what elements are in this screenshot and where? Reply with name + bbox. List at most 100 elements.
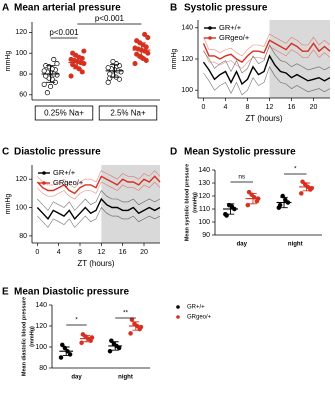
data-point <box>51 56 57 62</box>
legend-label: GR+/+ <box>219 23 242 32</box>
y-tick-label: 140 <box>198 167 210 174</box>
error-band-line <box>37 181 161 200</box>
shaded-region <box>101 165 160 243</box>
error-bar <box>280 196 288 209</box>
category-box <box>34 105 94 121</box>
y-axis-label: (mmHg) <box>192 192 198 213</box>
y-axis-label: (mmHg) <box>29 326 35 347</box>
error-bar <box>302 182 311 192</box>
category-box <box>98 105 158 121</box>
data-point <box>68 73 74 79</box>
x-tick-label: 0 <box>35 249 39 256</box>
data-point <box>81 48 87 54</box>
series-line <box>202 54 331 86</box>
panel-label: D <box>170 147 177 158</box>
y-axis-label: Mean diastolic blood pressure <box>21 297 27 376</box>
category-label: night <box>118 375 133 381</box>
y-tick-label: 80 <box>39 365 47 372</box>
legend-marker <box>176 305 180 309</box>
x-tick-label: 4 <box>224 104 228 111</box>
y-tick-label: 140 <box>181 25 193 32</box>
x-tick-label: 20 <box>140 249 148 256</box>
y-axis-label: mmHg <box>5 51 12 72</box>
y-tick-label: 120 <box>198 193 210 200</box>
data-point <box>105 65 111 71</box>
x-tick-label: 12 <box>266 104 274 111</box>
shaded-region <box>269 20 330 98</box>
series-line <box>36 175 161 195</box>
data-point <box>134 51 140 57</box>
legend-marker <box>208 36 212 40</box>
significance-label: * <box>75 317 78 324</box>
x-tick-label: 20 <box>310 104 318 111</box>
y-tick-label: 120 <box>35 323 47 330</box>
y-axis-label: mmHg <box>5 194 12 215</box>
x-tick-label: 4 <box>57 249 61 256</box>
series-line <box>202 39 331 63</box>
data-point <box>107 71 113 77</box>
error-bar <box>110 64 120 78</box>
data-point <box>107 348 113 354</box>
data-point <box>68 56 74 62</box>
data-point <box>60 342 65 348</box>
error-bar <box>72 55 82 70</box>
data-point <box>245 202 251 208</box>
data-point <box>79 340 84 346</box>
error-bar <box>83 335 91 343</box>
data-point <box>277 202 283 208</box>
y-axis-label: Mean systolic blood pressure <box>184 164 190 241</box>
significance-label: p<0.001 <box>49 28 79 37</box>
y-tick-label: 120 <box>181 56 193 63</box>
error-band-line <box>37 206 161 228</box>
error-band-line <box>37 189 161 211</box>
significance-label: * <box>294 166 297 173</box>
chart-title: Mean arterial pressure <box>14 3 121 14</box>
error-bar <box>132 321 140 331</box>
y-tick-label: 120 <box>15 176 27 183</box>
error-band-line <box>203 46 331 69</box>
data-point <box>41 68 47 74</box>
x-axis-label: ZT (hours) <box>77 259 115 268</box>
data-point <box>107 75 113 81</box>
series-line <box>36 197 161 221</box>
data-point <box>44 90 50 96</box>
data-point <box>54 61 60 67</box>
y-axis-label: mmHg <box>171 49 178 70</box>
x-axis-label: ZT (hours) <box>245 114 283 123</box>
legend-label: GR+/+ <box>53 168 76 177</box>
panel-label: C <box>2 147 9 158</box>
error-band-line <box>203 33 331 57</box>
error-bar <box>226 203 235 215</box>
chart-title: Mean Diastolic pressure <box>14 287 129 298</box>
error-bar <box>136 42 146 58</box>
y-tick-label: 80 <box>19 71 27 78</box>
significance-label: p<0.001 <box>95 14 125 23</box>
significance-label: ns <box>238 174 246 181</box>
significance-label: ** <box>123 310 129 317</box>
data-point <box>79 69 85 75</box>
legend-marker <box>42 181 46 185</box>
data-point <box>105 79 111 85</box>
y-tick-label: 100 <box>15 204 27 211</box>
x-tick-label: 16 <box>119 249 127 256</box>
x-tick-label: 16 <box>288 104 296 111</box>
category-label: night <box>288 242 303 248</box>
legend-label: GRgeo/+ <box>219 33 250 42</box>
y-tick-label: 80 <box>19 233 27 240</box>
error-band-line <box>203 66 331 96</box>
y-tick-label: 110 <box>199 206 210 213</box>
error-bar <box>62 346 70 356</box>
error-bar <box>46 65 56 83</box>
y-tick-label: 100 <box>181 87 193 94</box>
data-point <box>142 31 148 38</box>
data-point <box>132 61 138 67</box>
data-point <box>41 81 47 87</box>
y-tick-label: 90 <box>202 232 210 239</box>
legend-label: GR+/+ <box>187 305 205 311</box>
category-label: day <box>71 375 82 381</box>
y-tick-label: 120 <box>15 29 27 36</box>
category-label: 0.25% Na+ <box>44 109 84 118</box>
error-bar <box>249 192 257 205</box>
data-point <box>70 50 76 56</box>
